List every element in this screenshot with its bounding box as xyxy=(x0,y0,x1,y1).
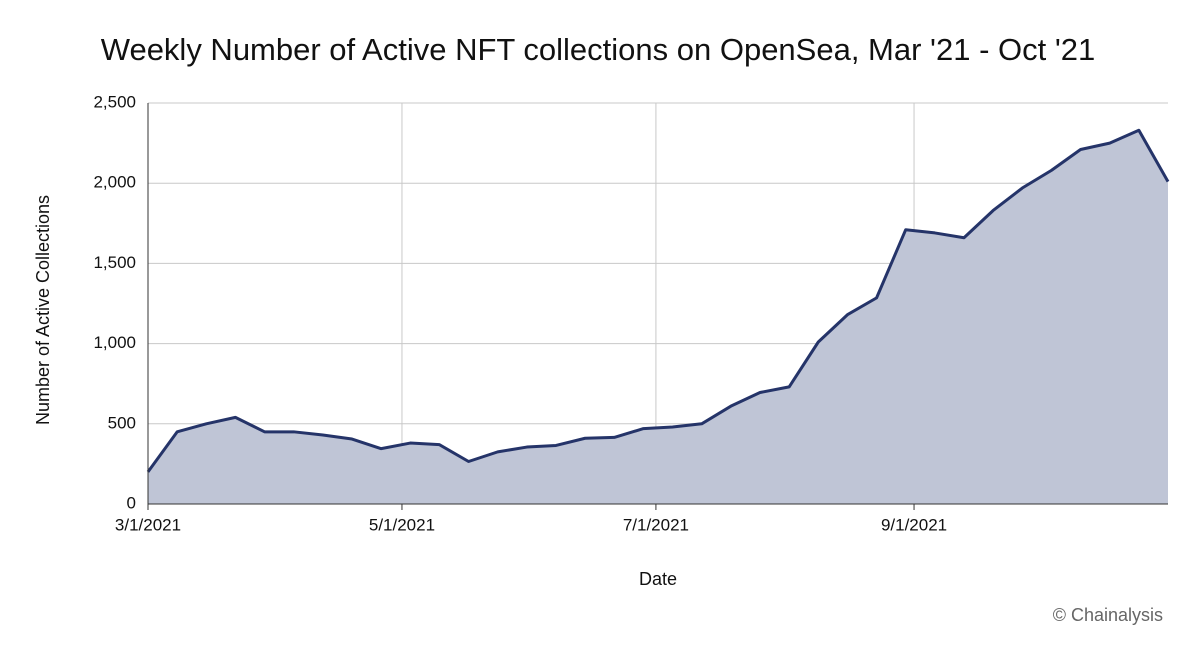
chart-title: Weekly Number of Active NFT collections … xyxy=(101,32,1096,67)
y-tick-label: 0 xyxy=(127,493,136,512)
y-axis-label: Number of Active Collections xyxy=(33,195,53,425)
x-tick-label: 3/1/2021 xyxy=(115,515,181,534)
x-tick-label: 7/1/2021 xyxy=(623,515,689,534)
y-tick-label: 1,000 xyxy=(93,333,136,352)
credit: © Chainalysis xyxy=(1053,605,1163,625)
x-axis-label: Date xyxy=(639,569,677,589)
y-tick-label: 2,000 xyxy=(93,173,136,192)
y-tick-label: 2,500 xyxy=(93,92,136,111)
x-tick-label: 5/1/2021 xyxy=(369,515,435,534)
y-tick-label: 1,500 xyxy=(93,253,136,272)
x-tick-label: 9/1/2021 xyxy=(881,515,947,534)
line xyxy=(146,128,1170,473)
y-tick-label: 500 xyxy=(108,413,136,432)
area-fill xyxy=(148,130,1168,504)
